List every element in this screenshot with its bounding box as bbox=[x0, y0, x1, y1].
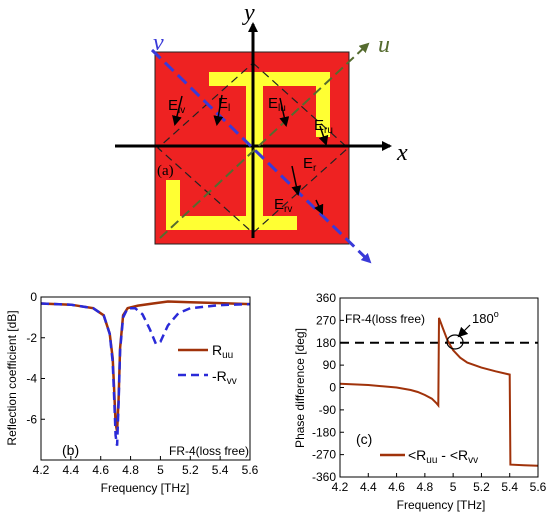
u-axis-label: u bbox=[378, 32, 390, 58]
b-panel-label: (b) bbox=[62, 442, 79, 458]
b-x-axis-label: Frequency [THz] bbox=[101, 481, 190, 495]
y-tick-label: 0 bbox=[30, 290, 37, 304]
c-panel-label: (c) bbox=[356, 431, 372, 447]
v-axis-arrow bbox=[150, 48, 372, 264]
c-180-callout: 180o bbox=[446, 309, 499, 350]
x-tick-label: 4.4 bbox=[360, 480, 377, 494]
c-legend: <Ruu - <Rvv bbox=[380, 447, 478, 466]
x-tick-label: 4.4 bbox=[63, 463, 80, 477]
y-tick-label: -4 bbox=[26, 372, 37, 386]
field-arrows bbox=[172, 94, 329, 215]
y-tick-label: 180 bbox=[316, 336, 336, 350]
b-legend-rvv-label: -Rvv bbox=[212, 368, 237, 387]
b-legend-ruu-label: Ruu bbox=[212, 342, 233, 361]
c-plot-frame bbox=[339, 297, 539, 478]
b-y-axis-label: Reflection coefficient [dB] bbox=[5, 310, 19, 445]
x-tick-label: 5.6 bbox=[530, 480, 547, 494]
field-label-l: El bbox=[218, 95, 230, 114]
y-axis-label: y bbox=[242, 0, 255, 26]
field-label-lv: Elv bbox=[168, 97, 185, 116]
unit-cell-diagram: y x u v (a) Elv El Elu Eru Er Erv bbox=[115, 0, 408, 264]
x-tick-label: 4.6 bbox=[92, 463, 109, 477]
x-tick-label: 5.4 bbox=[501, 480, 518, 494]
c-callout-arrow bbox=[457, 324, 471, 338]
y-tick-label: -2 bbox=[26, 331, 37, 345]
x-tick-label: 4.2 bbox=[33, 463, 50, 477]
field-label-rv: Erv bbox=[274, 196, 292, 215]
panel-a-label: (a) bbox=[157, 163, 174, 179]
y-tick-label: 360 bbox=[316, 291, 336, 305]
x-tick-label: 4.8 bbox=[417, 480, 434, 494]
y-tick-label: 90 bbox=[323, 358, 337, 372]
x-tick-label: 5.6 bbox=[242, 463, 259, 477]
x-axis-label: x bbox=[396, 140, 408, 166]
u-axis-arrow bbox=[159, 42, 370, 239]
field-label-lu: Elu bbox=[268, 95, 286, 114]
y-tick-label: -90 bbox=[319, 403, 337, 417]
phase-difference-chart: 4.2 4.4 4.6 4.8 5 5.2 5.4 5.6 360 270 180 90 0 -90 -1… bbox=[293, 291, 547, 512]
x-tick-label: 5 bbox=[157, 463, 164, 477]
y-tick-label: 270 bbox=[316, 313, 336, 327]
c-series-phase-line bbox=[340, 317, 538, 467]
y-tick-label: -360 bbox=[312, 470, 336, 484]
y-tick-label: -270 bbox=[312, 448, 336, 462]
c-annotation: FR-4(loss free) bbox=[345, 312, 425, 326]
y-tick-label: -6 bbox=[26, 412, 37, 426]
y-tick-label: 0 bbox=[329, 381, 336, 395]
x-tick-label: 4.8 bbox=[122, 463, 139, 477]
c-y-tick-labels: 360 270 180 90 0 -90 -180 -270 -360 bbox=[312, 291, 336, 484]
y-tick-label: -180 bbox=[312, 425, 336, 439]
x-tick-label: 5.2 bbox=[473, 480, 490, 494]
b-legend: Ruu -Rvv bbox=[178, 342, 237, 387]
c-x-axis-label: Frequency [THz] bbox=[397, 498, 486, 512]
c-callout-label: 180o bbox=[472, 309, 499, 326]
field-label-ru: Eru bbox=[314, 117, 333, 136]
c-x-tick-labels: 4.2 4.4 4.6 4.8 5 5.2 5.4 5.6 bbox=[332, 480, 547, 494]
field-label-r: Er bbox=[303, 155, 317, 174]
reflection-chart: 4.2 4.4 4.6 4.8 5 5.2 5.4 5.6 0 -2 -4 -6 Frequency… bbox=[5, 290, 259, 495]
b-series-ruu-line bbox=[41, 300, 250, 432]
x-tick-label: 4.6 bbox=[388, 480, 405, 494]
b-y-tick-labels: 0 -2 -4 -6 bbox=[26, 290, 37, 426]
c-y-axis-label: Phase difference [deg] bbox=[293, 328, 307, 448]
b-ticks bbox=[40, 296, 251, 460]
b-plot-frame bbox=[40, 296, 251, 461]
x-tick-label: 5.2 bbox=[182, 463, 199, 477]
x-tick-label: 5 bbox=[450, 480, 457, 494]
c-callout-ellipse bbox=[446, 334, 464, 350]
x-tick-label: 5.4 bbox=[212, 463, 229, 477]
b-x-tick-labels: 4.2 4.4 4.6 4.8 5 5.2 5.4 5.6 bbox=[33, 463, 259, 477]
b-annotation: FR-4(loss free) bbox=[169, 444, 249, 458]
c-legend-label: <Ruu - <Rvv bbox=[408, 447, 478, 466]
x-tick-label: 4.2 bbox=[332, 480, 349, 494]
b-series-rvv-line bbox=[41, 302, 250, 446]
v-axis-label: v bbox=[153, 30, 164, 56]
